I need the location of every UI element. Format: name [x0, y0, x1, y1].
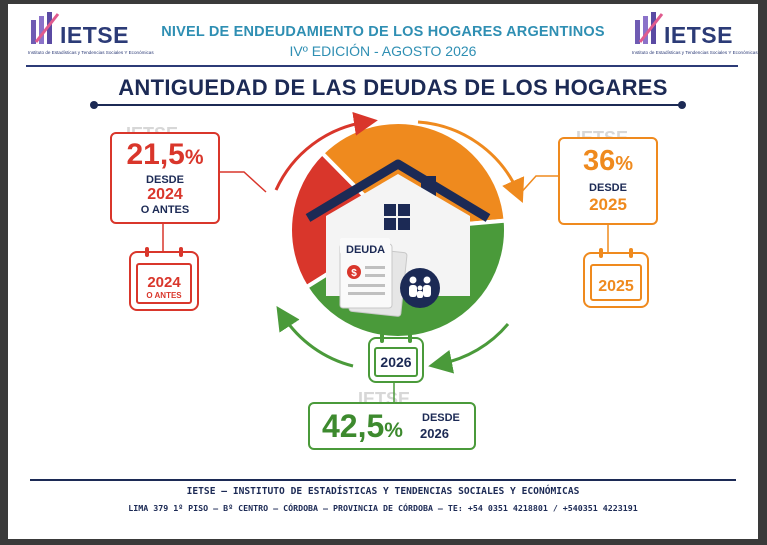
dollar-sign: $ — [351, 268, 357, 279]
calendar-icon-2024: 2024 O ANTES — [129, 247, 199, 311]
slice-label-line2: 2024 — [147, 186, 183, 203]
orange-arrow-icon — [417, 120, 525, 203]
infographic-sheet: IETSE Instituto de Estadísticas y Tenden… — [8, 4, 758, 539]
header-subtitle: IVº EDICIÓN - AGOSTO 2026 — [289, 43, 477, 59]
red-leader-line — [216, 171, 267, 193]
orange-leader-line — [517, 175, 558, 197]
logo-wordmark: IETSE — [60, 22, 129, 48]
donut-chart: $ — [162, 111, 609, 402]
logo-bars-icon — [31, 12, 60, 44]
logo-bars-icon — [635, 12, 664, 44]
debt-document-icon: $ — [339, 238, 408, 317]
calendar-year: 2024 — [147, 274, 181, 291]
calendar-year: 2025 — [598, 278, 634, 295]
ietse-logo-right: IETSE Instituto de Estadísticas y Tenden… — [630, 10, 758, 60]
logo-subtext: Instituto de Estadísticas y Tendencias S… — [28, 50, 154, 55]
red-arrow-icon — [274, 111, 378, 191]
footer-institution: IETSE – INSTITUTO DE ESTADÍSTICAS Y TEND… — [186, 486, 580, 497]
green-arrow-icon — [276, 305, 354, 368]
logo-subtext: Instituto de Estadísticas y Tendencias S… — [632, 50, 758, 55]
slice-label-2025: 36% DESDE 2025 — [558, 137, 658, 225]
slice-value: 42,5% — [322, 408, 403, 444]
calendar-icon-2025: 2025 — [583, 248, 649, 308]
calendar-note: O ANTES — [146, 291, 182, 300]
title-underline-dot-right — [678, 101, 686, 109]
ietse-logo-left: IETSE Instituto de Estadísticas y Tenden… — [26, 10, 154, 60]
slice-label-2026: 42,5% DESDE 2026 — [308, 402, 476, 450]
slice-value: 36% — [582, 145, 634, 177]
debt-label: DEUDA — [346, 244, 386, 256]
logo-wordmark: IETSE — [664, 22, 733, 48]
slice-label-line2: 2025 — [589, 195, 627, 214]
slice-label-line3: O ANTES — [140, 204, 190, 216]
chart-title: ANTIGUEDAD DE LAS DEUDAS DE LOS HOGARES — [118, 75, 668, 100]
title-underline-dot-left — [90, 101, 98, 109]
calendar-icon-2026: 2026 — [368, 333, 424, 383]
slice-label-line1: DESDE — [422, 412, 460, 424]
slice-label-line1: DESDE — [146, 174, 184, 186]
green-arrow-icon — [428, 323, 510, 374]
family-icon — [400, 268, 440, 308]
slice-label-2024: 21,5% DESDE 2024 O ANTES — [110, 132, 220, 224]
header-divider — [26, 65, 738, 67]
calendar-year: 2026 — [380, 354, 412, 370]
footer-divider — [30, 479, 736, 481]
slice-label-line1: DESDE — [589, 182, 627, 194]
header-title: NIVEL DE ENDEUDAMIENTO DE LOS HOGARES AR… — [161, 24, 605, 40]
slice-value: 21,5% — [126, 138, 204, 171]
title-underline — [93, 104, 683, 106]
slice-label-line2: 2026 — [420, 426, 449, 441]
footer-address: LIMA 379 1º PISO – Bº CENTRO – CÓRDOBA –… — [128, 503, 638, 513]
